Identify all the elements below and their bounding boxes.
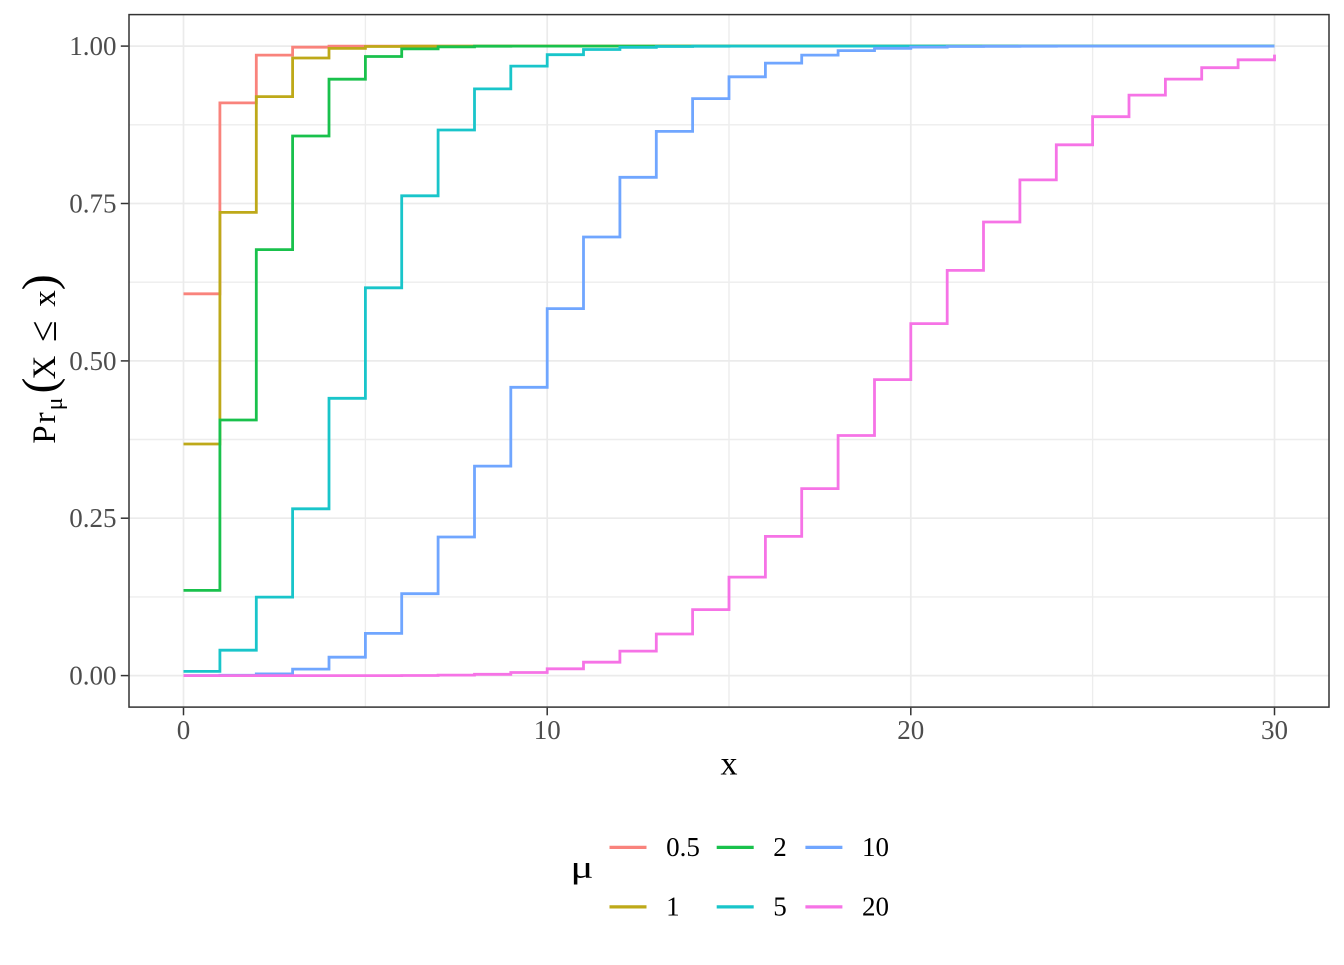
svg-text:1.00: 1.00	[69, 31, 116, 61]
svg-text:1: 1	[666, 892, 680, 922]
svg-text:20: 20	[897, 715, 924, 745]
svg-text:2: 2	[773, 832, 787, 862]
svg-text:μ: μ	[570, 850, 593, 885]
svg-text:0.5: 0.5	[666, 832, 700, 862]
svg-text:0.75: 0.75	[69, 189, 116, 219]
svg-text:5: 5	[773, 892, 787, 922]
svg-text:0: 0	[177, 715, 191, 745]
svg-text:0.25: 0.25	[69, 503, 116, 533]
svg-text:10: 10	[862, 832, 889, 862]
svg-text:x: x	[721, 746, 738, 783]
svg-text:10: 10	[534, 715, 561, 745]
svg-text:30: 30	[1261, 715, 1288, 745]
svg-text:Prμ(X ≤ x): Prμ(X ≤ x)	[13, 272, 68, 443]
svg-text:20: 20	[862, 892, 889, 922]
svg-text:0.00: 0.00	[69, 661, 116, 691]
svg-text:0.50: 0.50	[69, 346, 116, 376]
